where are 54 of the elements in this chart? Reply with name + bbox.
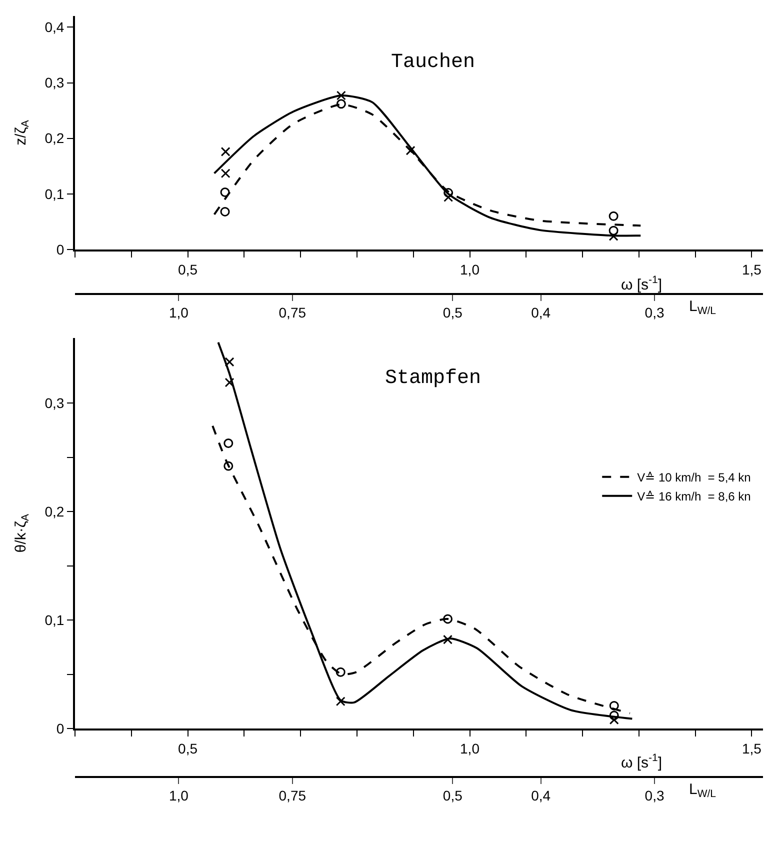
y-tick-label: 0,2 [44, 130, 64, 146]
y-tick-label: 0 [56, 720, 64, 736]
y-tick-label: 0,2 [44, 503, 64, 520]
x-axis-title: ω [s$^{-1}$] [621, 274, 662, 294]
x-tick-label: 1,0 [460, 740, 480, 756]
x2-tick-label: 0,4 [531, 788, 551, 804]
point [336, 99, 346, 109]
y-tick-label: 0,3 [44, 74, 64, 91]
point [224, 357, 234, 367]
point [444, 188, 454, 198]
x2-tick-label: 1,0 [168, 304, 189, 321]
point [336, 90, 346, 100]
x-axis-title: ω [s$^{-1}$] [621, 752, 662, 772]
x2-tick-label: 0,5 [442, 788, 463, 804]
legend-label: V≙ 16 km/h = 8,6 kn [637, 490, 751, 504]
point [608, 231, 618, 241]
x-tick-label: 0,5 [178, 261, 198, 278]
point [608, 226, 618, 236]
x2-tick-label: 0,3 [644, 304, 664, 321]
x2-tick-label: 0,4 [531, 304, 551, 321]
point [224, 438, 234, 448]
text: Stampfen [385, 367, 482, 390]
x2-tick-label: 0,5 [442, 304, 463, 321]
point [224, 378, 234, 388]
point [220, 146, 230, 156]
point [336, 696, 346, 706]
x-tick-label: 1,0 [460, 261, 480, 278]
point [443, 634, 453, 644]
x2-tick-label: 0,3 [644, 788, 664, 804]
point [609, 715, 619, 725]
x2-tick-label: 1,0 [168, 788, 189, 804]
point [220, 168, 230, 178]
point [609, 710, 619, 720]
point [336, 667, 346, 677]
x2-axis-title: L$_{W/L}$ [689, 781, 716, 800]
y-tick-label: 0 [56, 241, 64, 258]
x-tick-label: 1,5 [742, 740, 762, 756]
x-tick-label: 0,5 [178, 740, 198, 756]
y-tick-label: 0,3 [44, 395, 64, 412]
point [608, 211, 618, 221]
x-tick-label: 1,5 [742, 261, 762, 278]
x2-axis-title: L$_{W/L}$ [689, 298, 716, 318]
point [224, 461, 234, 471]
y-tick-label: 0,4 [44, 19, 64, 36]
point [443, 614, 453, 624]
text: Tauchen [391, 51, 476, 74]
y-tick-label: 0,1 [44, 612, 64, 628]
y-tick-label: 0,1 [44, 186, 64, 202]
point [220, 188, 230, 197]
x2-tick-label: 0,75 [278, 304, 306, 321]
legend-label: V≙ 10 km/h = 5,4 kn [637, 470, 751, 485]
point [609, 700, 619, 710]
x2-tick-label: 0,75 [278, 788, 306, 804]
point [220, 206, 230, 216]
